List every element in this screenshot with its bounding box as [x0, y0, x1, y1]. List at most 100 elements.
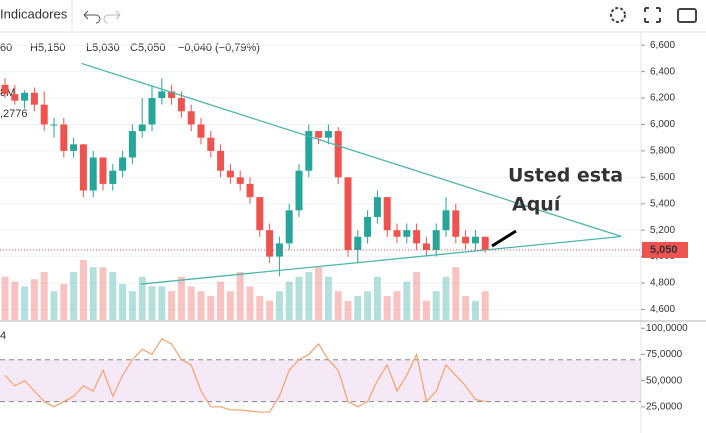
volume-bar [60, 284, 68, 320]
candle-body [158, 91, 166, 99]
candle-body [285, 210, 293, 244]
candle-body [344, 177, 352, 250]
y-tick-label: 6,400 [650, 66, 675, 77]
candle-body [246, 183, 254, 198]
volume-bar [364, 291, 372, 320]
candle-body [138, 124, 146, 132]
settings-icon[interactable] [610, 7, 626, 23]
annotation-arrow [491, 229, 517, 248]
volume-bar [354, 296, 362, 320]
candle-body [207, 137, 215, 151]
candle-body [413, 230, 421, 244]
candle-body [30, 92, 38, 105]
candle-body [256, 197, 264, 231]
volume-bar [119, 284, 127, 320]
candle-body [334, 131, 342, 178]
rsi-band [0, 359, 641, 402]
candle-body [60, 124, 68, 151]
screenshot-icon[interactable] [677, 8, 697, 23]
trendline [81, 62, 622, 238]
y-tick-label: 5,600 [650, 172, 675, 183]
volume-bar [217, 281, 225, 320]
rsi-line [4, 337, 486, 413]
candle-body [177, 98, 185, 112]
y-tick-label: 6,000 [650, 119, 675, 130]
volume-bar [442, 276, 450, 320]
legend-change: −0,040 (−0,79%) [178, 42, 260, 54]
volume-bar [344, 300, 352, 320]
candle-body [40, 104, 48, 125]
candle-body [50, 124, 58, 126]
volume-bar [256, 296, 264, 320]
candle-body [295, 170, 303, 211]
y-tick-label: 4,600 [650, 304, 675, 315]
volume-bar [197, 291, 205, 320]
volume-bar [168, 291, 176, 320]
candle-body [70, 144, 78, 151]
volume-bar [422, 300, 430, 320]
candle-body [383, 197, 391, 231]
last-price-box [642, 241, 688, 258]
fullscreen-icon[interactable] [644, 7, 661, 23]
volume-bar [99, 267, 107, 320]
candle-body [305, 131, 313, 171]
volume-bar [246, 286, 254, 320]
volume-bar [285, 281, 293, 320]
candle-body [21, 92, 29, 101]
volume-bar [158, 286, 166, 320]
volume-bar [305, 272, 313, 320]
redo-icon[interactable] [103, 10, 121, 24]
indicators-button[interactable]: Indicadores [0, 6, 68, 21]
candle-body [109, 170, 117, 184]
y-tick-label: 5,800 [650, 146, 675, 157]
candle-body [364, 216, 372, 237]
candle-body [128, 131, 136, 158]
candle-body [79, 144, 87, 191]
volume-bar [324, 276, 332, 320]
candle-body [168, 91, 176, 99]
volume-bar [393, 291, 401, 320]
volume-bar [481, 291, 489, 320]
candle-body [236, 177, 244, 184]
volume-bar [207, 296, 215, 320]
legend-open: 60 [0, 42, 12, 54]
volume-bar [403, 281, 411, 320]
rsi-tick-label: 25,0000 [646, 401, 683, 412]
candle-body [393, 230, 401, 237]
y-tick-label: 6,200 [650, 93, 675, 104]
legend-low: L5,030 [86, 42, 120, 54]
rsi-tick-label: 100,0000 [646, 323, 688, 334]
volume-bar [1, 276, 9, 320]
volume-bar [89, 267, 97, 320]
candle-body [452, 210, 460, 237]
volume-bar [79, 260, 87, 320]
candle-body [217, 150, 225, 171]
candle-body [197, 124, 205, 138]
candle-body [354, 236, 362, 250]
volume-bar [70, 272, 78, 320]
volume-bar [109, 272, 117, 320]
volume-bar [50, 291, 58, 320]
sar-legend: ,2776 [0, 108, 28, 120]
annotation: Aquí [512, 194, 562, 216]
y-tick-label: 5,200 [650, 225, 675, 236]
rsi-tick-label: 75,0000 [646, 349, 683, 360]
rsi-legend: 4 [0, 330, 6, 342]
volume-bar [383, 296, 391, 320]
rsi-tick-label: 50,0000 [646, 375, 683, 386]
undo-icon[interactable] [83, 10, 101, 24]
legend-close: C5,050 [130, 42, 165, 54]
legend-high: H5,150 [30, 42, 65, 54]
annotation: Usted esta [508, 165, 623, 187]
volume-bar [128, 291, 136, 320]
candle-body [226, 170, 234, 178]
volume-bar [413, 272, 421, 320]
volume-bar [187, 286, 195, 320]
y-tick-label: 6,600 [650, 40, 675, 51]
candle-body [148, 98, 156, 125]
volume-bar [432, 291, 440, 320]
y-tick-label: 5,400 [650, 198, 675, 209]
y-tick-label: 4,800 [650, 278, 675, 289]
volume-bar [138, 276, 146, 320]
candle-body [462, 236, 470, 244]
